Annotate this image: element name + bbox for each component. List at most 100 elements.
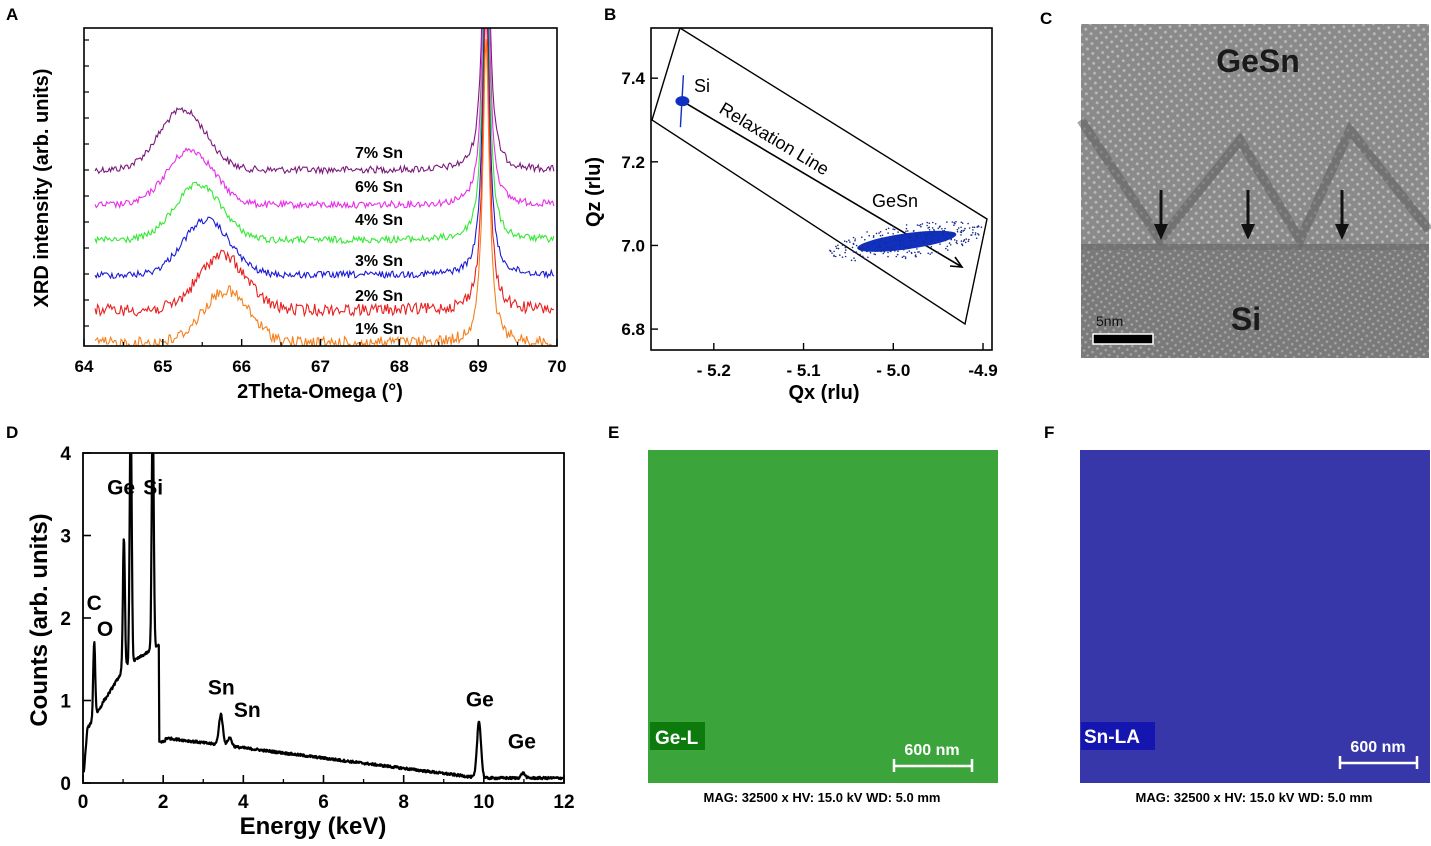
scatter-point <box>926 234 929 236</box>
panel-a: A 64 65 66 67 68 69 70 7% Sn 6% Sn 4% Sn 3% Sn 2% … <box>6 5 567 403</box>
scatter-point <box>941 233 944 235</box>
scatter-point <box>897 250 899 253</box>
scatter-point <box>929 253 931 255</box>
scatter-point <box>977 233 979 235</box>
panel-d-ytick-label: 0 <box>60 774 71 795</box>
scatter-point <box>976 226 978 228</box>
scatter-point <box>925 237 927 240</box>
scatter-point <box>903 246 906 248</box>
scatter-point <box>974 233 977 236</box>
scatter-point <box>854 238 856 240</box>
scatter-point <box>868 234 870 237</box>
scatter-point <box>882 252 884 255</box>
scatter-point <box>970 234 972 236</box>
scatter-point <box>874 253 877 256</box>
scatter-point <box>869 251 872 254</box>
xrd-series-1 <box>94 28 555 176</box>
scatter-point <box>872 242 875 244</box>
scatter-point <box>939 243 941 245</box>
scatter-point <box>946 221 948 223</box>
panel-d-plot <box>83 453 564 781</box>
scatter-point <box>947 231 949 234</box>
scatter-point <box>897 231 899 233</box>
scatter-point <box>931 239 933 242</box>
scatter-point <box>892 228 894 230</box>
scatter-point <box>960 229 963 232</box>
scatter-point <box>881 234 884 237</box>
scatter-point <box>930 245 933 248</box>
panel-a-xtick-label: 64 <box>75 357 94 376</box>
scatter-point <box>928 229 931 231</box>
scatter-point <box>848 239 850 241</box>
panel-a-xtick-label: 69 <box>469 357 488 376</box>
scatter-point <box>872 236 875 238</box>
scatter-point <box>919 252 922 255</box>
eds-peak-label: Ge <box>107 476 135 499</box>
scatter-point <box>866 231 868 233</box>
scatter-point <box>960 231 963 234</box>
panel-c-letter: C <box>1040 9 1052 28</box>
panel-b-ytick-label: 6.8 <box>621 320 645 339</box>
scatter-point <box>923 233 926 235</box>
panel-b-ylabel: Qz (rlu) <box>583 157 605 227</box>
relaxation-arrowhead <box>949 256 964 268</box>
scatter-point <box>852 242 855 245</box>
panel-a-xtick-label: 65 <box>153 357 172 376</box>
scatter-point <box>895 255 898 258</box>
panel-d-ytick-label: 4 <box>60 444 71 465</box>
panel-b-plot <box>651 28 988 326</box>
scatter-point <box>913 230 915 232</box>
tem-si-label: Si <box>1231 301 1261 337</box>
scatter-point <box>931 232 934 235</box>
xrd-series-label-2: 6% Sn <box>355 179 403 196</box>
scatter-point <box>851 246 854 249</box>
scatter-point <box>910 239 913 242</box>
xrd-series-6 <box>94 39 555 346</box>
scatter-point <box>841 256 844 259</box>
scatter-point <box>844 255 847 258</box>
xrd-series-label-1: 7% Sn <box>355 145 403 162</box>
panel-d-letter: D <box>6 423 18 442</box>
scatter-point <box>910 236 912 239</box>
scatter-point <box>942 230 944 232</box>
scatter-point <box>837 244 839 247</box>
scatter-point <box>833 250 835 253</box>
scatter-point <box>908 250 911 252</box>
scatter-point <box>859 248 861 250</box>
panel-a-xtick-label: 70 <box>548 357 567 376</box>
ge-map-label: Ge-L <box>655 728 699 749</box>
eds-peak-label: Si <box>143 476 163 499</box>
scatter-point <box>864 238 866 241</box>
scatter-point <box>831 252 833 254</box>
scatter-point <box>879 234 882 237</box>
scatter-point <box>944 239 947 242</box>
panel-a-ylabel: XRD intensity (arb. units) <box>31 69 53 308</box>
scatter-point <box>866 245 869 248</box>
xrd-series-label-6: 1% Sn <box>355 321 403 338</box>
scatter-point <box>844 251 846 254</box>
panel-d-ytick-label: 3 <box>60 527 71 548</box>
scatter-point <box>861 236 863 238</box>
scatter-point <box>887 232 889 234</box>
scatter-point <box>892 233 894 235</box>
scatter-point <box>905 227 908 230</box>
scatter-point <box>901 256 904 259</box>
tem-arrowhead-3 <box>1335 224 1349 240</box>
scatter-point <box>967 240 970 243</box>
ge-map-scalebar-label: 600 nm <box>904 742 959 759</box>
xrd-series-label-5: 2% Sn <box>355 288 403 305</box>
scatter-point <box>887 227 890 230</box>
sn-map-caption: MAG: 32500 x HV: 15.0 kV WD: 5.0 mm <box>1136 790 1373 805</box>
scatter-point <box>947 249 949 251</box>
scatter-point <box>893 244 896 247</box>
scatter-point <box>918 251 920 253</box>
panel-d-ytick-label: 2 <box>60 609 71 630</box>
scatter-point <box>905 230 907 233</box>
panel-b-ytick-label: 7.4 <box>621 69 645 88</box>
scatter-point <box>835 245 837 248</box>
scatter-point <box>943 230 946 232</box>
scatter-point <box>861 247 864 249</box>
scatter-point <box>926 224 928 227</box>
scatter-point <box>945 247 947 250</box>
